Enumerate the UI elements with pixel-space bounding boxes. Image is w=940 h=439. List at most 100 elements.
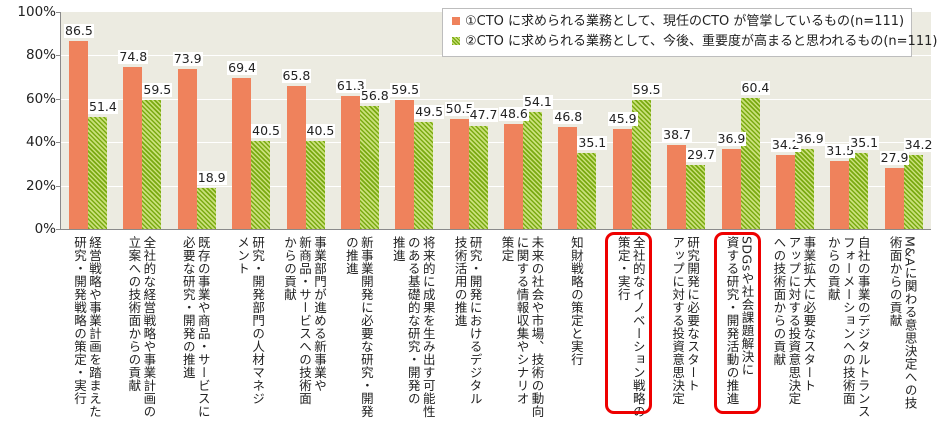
category-label: 未来の社会や市場、技術の動向 に関する情報収集やシナリオ 策定 bbox=[499, 236, 545, 418]
bar-series-2 bbox=[305, 141, 325, 229]
y-tick-mark bbox=[56, 229, 61, 230]
bar-series-2 bbox=[88, 117, 107, 229]
y-tick-label: 0% bbox=[34, 221, 56, 237]
bar-series-1 bbox=[232, 78, 252, 229]
data-value-label: 51.4 bbox=[88, 99, 118, 115]
bar-series-1 bbox=[123, 66, 143, 229]
bar-series-1 bbox=[830, 160, 850, 229]
bar-series-2 bbox=[740, 97, 760, 229]
data-value-label: 49.5 bbox=[414, 103, 445, 119]
gridline bbox=[61, 142, 931, 144]
gridline bbox=[61, 98, 931, 100]
y-tick-label: 20% bbox=[25, 177, 56, 194]
data-value-label: 36.9 bbox=[794, 130, 825, 146]
data-value-label: 47.7 bbox=[468, 107, 499, 123]
category-label: SDGsや社会課題解決に 資する研究・開発活動の推進 bbox=[724, 236, 755, 405]
orange-square-icon bbox=[452, 16, 460, 25]
bar-series-2 bbox=[577, 152, 597, 229]
y-tick-mark bbox=[56, 98, 61, 100]
category-label: 既存の事業や商品・サービスに 必要な研究・開発の推進 bbox=[180, 236, 211, 418]
data-value-label: 59.5 bbox=[390, 81, 421, 97]
category-label: M&Aに関わる意思決定への技 術面からの貢献 bbox=[887, 236, 918, 410]
bar-series-1 bbox=[558, 127, 578, 229]
red-highlight-box bbox=[713, 232, 761, 414]
bar-series-2 bbox=[631, 99, 651, 229]
red-highlight-box bbox=[604, 232, 652, 414]
bar-series-2 bbox=[196, 188, 216, 229]
data-value-label: 27.9 bbox=[879, 150, 910, 166]
y-tick-mark bbox=[56, 142, 61, 144]
data-value-label: 46.8 bbox=[553, 109, 584, 125]
y-tick-mark bbox=[56, 185, 61, 187]
legend-label-series-1: ①CTO に求められる業務として、現任のCTO が管掌しているもの(n=111) bbox=[465, 14, 905, 29]
category-label: 将来的に成果を生み出す可能性 のある基礎的な研究・開発の 推進 bbox=[390, 236, 436, 418]
category-label: 自社の事業のデジタルトランス フォーメーションへの技術面 からの貢献 bbox=[825, 236, 871, 418]
bar-series-1 bbox=[775, 154, 795, 229]
data-value-label: 50.5 bbox=[444, 101, 475, 117]
bar-series-2 bbox=[468, 125, 488, 229]
y-tick-mark bbox=[56, 55, 61, 57]
data-value-label: 74.8 bbox=[118, 48, 149, 64]
bar-series-1 bbox=[69, 41, 88, 229]
data-value-label: 59.5 bbox=[631, 81, 662, 97]
bar-series-1 bbox=[612, 129, 632, 229]
data-value-label: 29.7 bbox=[686, 146, 716, 162]
data-value-label: 59.5 bbox=[142, 81, 173, 97]
data-value-label: 34.2 bbox=[903, 136, 934, 152]
bar-series-2 bbox=[794, 148, 814, 229]
category-label: 経営戦略や事業計画を踏まえた 研究・開発戦略の策定・実行 bbox=[72, 236, 102, 418]
y-tick-label: 100% bbox=[17, 4, 56, 20]
bar-series-2 bbox=[359, 105, 379, 229]
data-value-label: 38.7 bbox=[662, 127, 692, 143]
legend-label-series-2: ②CTO に求められる業務として、今後、重要度が高まると思われるもの(n=111… bbox=[465, 34, 938, 49]
category-label: 研究開発に必要なスタート アップに対する投資意思決定 bbox=[670, 236, 701, 405]
data-value-label: 61.3 bbox=[335, 77, 366, 93]
category-label: 事業拡大に必要なスタート アップに対する投資意思決定 への技術面からの貢献 bbox=[771, 236, 817, 405]
y-tick-mark bbox=[56, 12, 61, 13]
data-value-label: 73.9 bbox=[172, 50, 203, 66]
data-value-label: 69.4 bbox=[227, 60, 257, 76]
category-label: 新事業開発に必要な研究・開発 の推進 bbox=[343, 236, 374, 418]
bar-series-1 bbox=[721, 148, 741, 229]
category-label: 事業部門が進める新事業や 新商品・サービスへの技術面 からの貢献 bbox=[282, 236, 327, 405]
category-label: 全社的な経営戦略や事業計画の 立案への技術面からの貢献 bbox=[126, 236, 157, 418]
category-label: 知財戦略の策定と実行 bbox=[568, 236, 584, 366]
y-tick-label: 40% bbox=[25, 134, 56, 151]
data-value-label: 40.5 bbox=[251, 123, 281, 139]
data-value-label: 35.1 bbox=[577, 134, 608, 150]
y-tick-label: 80% bbox=[25, 47, 56, 64]
data-value-label: 54.1 bbox=[523, 93, 553, 109]
bar-series-2 bbox=[523, 111, 542, 229]
bar-series-1 bbox=[395, 99, 415, 229]
bar-series-1 bbox=[504, 123, 523, 229]
bar-series-1 bbox=[177, 68, 197, 229]
legend-item-series-2: ②CTO に求められる業務として、今後、重要度が高まると思われるもの(n=111… bbox=[452, 33, 937, 51]
data-value-label: 86.5 bbox=[64, 23, 94, 39]
bar-series-1 bbox=[340, 95, 360, 229]
data-value-label: 48.6 bbox=[499, 105, 529, 121]
data-value-label: 60.4 bbox=[740, 79, 771, 95]
gridline bbox=[61, 185, 931, 187]
green-hatched-square-icon bbox=[452, 36, 460, 45]
data-value-label: 40.5 bbox=[305, 123, 336, 139]
data-value-label: 18.9 bbox=[196, 169, 227, 185]
bar-series-1 bbox=[449, 119, 469, 229]
y-tick-label: 60% bbox=[25, 90, 56, 107]
bar-series-2 bbox=[142, 99, 162, 229]
bar-series-1 bbox=[884, 168, 904, 229]
data-value-label: 45.9 bbox=[607, 111, 638, 127]
bar-series-2 bbox=[903, 154, 923, 229]
data-value-label: 56.8 bbox=[359, 87, 390, 103]
bar-series-1 bbox=[667, 145, 687, 229]
data-value-label: 35.1 bbox=[849, 134, 880, 150]
category-label: 全社的なイノベーション戦略の 策定・実行 bbox=[615, 236, 646, 418]
data-value-label: 36.9 bbox=[716, 130, 747, 146]
category-label: 研究・開発部門の人材マネジ メント bbox=[235, 236, 266, 405]
bar-series-1 bbox=[286, 86, 306, 229]
bar-series-2 bbox=[414, 121, 434, 229]
legend: ①CTO に求められる業務として、現任のCTO が管掌しているもの(n=111)… bbox=[442, 8, 937, 57]
data-value-label: 31.5 bbox=[825, 142, 856, 158]
bar-series-2 bbox=[849, 152, 869, 229]
data-value-label: 65.8 bbox=[281, 68, 312, 84]
